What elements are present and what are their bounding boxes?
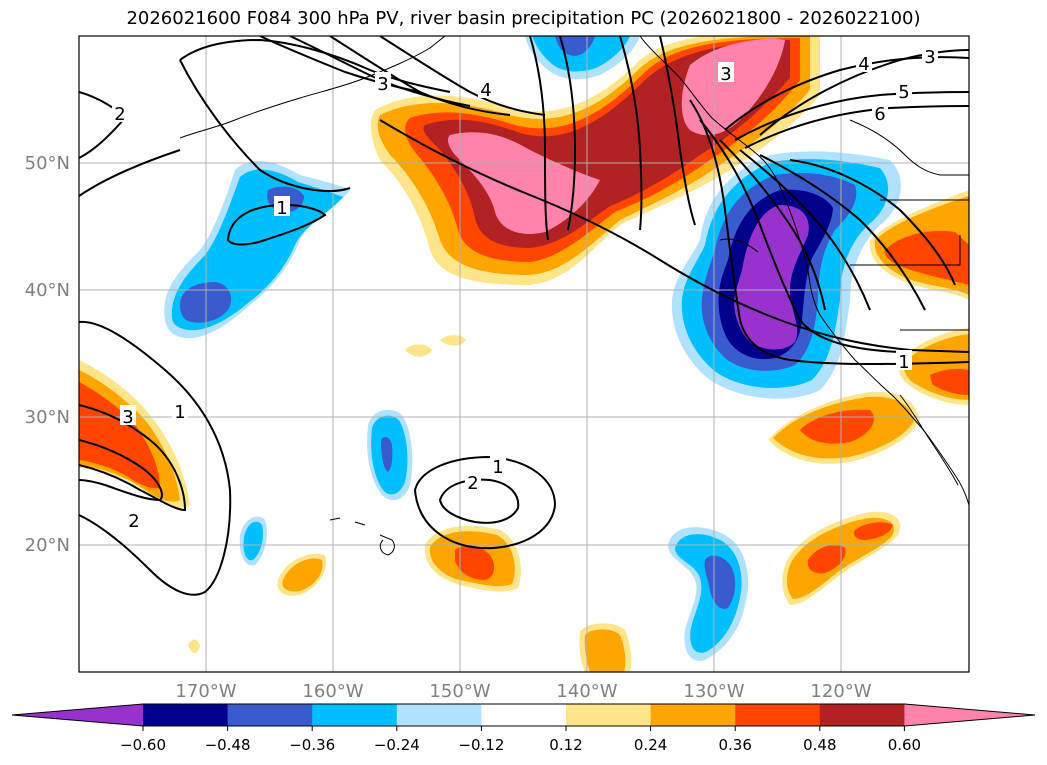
colorbar-segment: [143, 704, 229, 726]
colorbar-segment: [312, 704, 398, 726]
colorbar-segment: [396, 704, 482, 726]
colorbar-segment: [650, 704, 736, 726]
map-plot-area: 1 1 1 1 2 2 2 3 3 3 3 4 4 5: [79, 36, 969, 672]
colorbar-tick-label: −0.48: [205, 736, 251, 754]
positive-blob-baja: [768, 391, 920, 464]
colorbar-segment: [735, 704, 821, 726]
contour-label: 4: [480, 80, 491, 101]
colorbar-extend-min: [12, 704, 143, 726]
lon-label: 130°W: [683, 681, 744, 702]
negative-blob-southeast: [668, 527, 749, 661]
lon-label: 170°W: [175, 681, 236, 702]
contour-label: 1: [276, 198, 287, 219]
contour-label: 1: [898, 352, 909, 373]
contour-label: 2: [467, 473, 478, 494]
negative-blob-hawaii: [367, 409, 413, 501]
positive-blob-west: [79, 360, 190, 508]
contour-label: 3: [377, 74, 388, 95]
lon-label: 140°W: [556, 681, 617, 702]
contour-label: 2: [114, 104, 125, 125]
colorbar: −0.60 −0.48 −0.36 −0.24 −0.12 0.12 0.24 0.36 0.4…: [11, 703, 1036, 754]
lon-label: 120°W: [810, 681, 871, 702]
positive-band-north-pacific: [370, 36, 820, 285]
colorbar-segment: [819, 704, 905, 726]
contour-label: 2: [128, 511, 139, 532]
contour-label: 3: [924, 47, 935, 68]
contour-label: 4: [858, 54, 869, 75]
pv-contours: [79, 36, 969, 596]
colorbar-extend-max: [904, 704, 1035, 726]
colorbar-tick-label: −0.24: [374, 736, 420, 754]
colorbar-segment: [566, 704, 652, 726]
lon-label: 160°W: [302, 681, 363, 702]
colorbar-tick-label: −0.12: [458, 736, 504, 754]
longitude-labels: 170°W 160°W 150°W 140°W 130°W 120°W: [175, 681, 871, 702]
lat-label: 40°N: [25, 280, 70, 301]
map-frame: [78, 35, 970, 673]
latitude-labels: 50°N 40°N 30°N 20°N: [25, 153, 70, 556]
contour-label: 5: [898, 82, 909, 103]
negative-blob-california: [671, 151, 901, 399]
lon-label: 150°W: [429, 681, 490, 702]
negative-blob-north: [525, 36, 640, 80]
lat-label: 30°N: [25, 407, 70, 428]
colorbar-tick-label: −0.36: [289, 736, 335, 754]
colorbar-segment: [227, 704, 313, 726]
contour-label: 3: [122, 407, 133, 428]
colorbar-segment: [481, 704, 567, 726]
lat-label: 20°N: [25, 535, 70, 556]
contour-label: 1: [492, 457, 503, 478]
contour-labels: 1 1 1 1 2 2 2 3 3 3 3 4 4 5: [112, 45, 938, 532]
lat-label: 50°N: [25, 153, 70, 174]
negative-blob-small-west: [239, 516, 267, 566]
contour-label: 3: [720, 64, 731, 85]
contour-label: 1: [174, 402, 185, 423]
colorbar-tick-label: −0.60: [120, 736, 166, 754]
colorbar-tick-label: 0.48: [803, 736, 836, 754]
positive-blobs-small: [188, 335, 632, 672]
contour-label: 6: [874, 104, 885, 125]
colorbar-tick-label: 0.60: [888, 736, 921, 754]
coastlines: [179, 36, 969, 556]
colorbar-tick-label: 0.36: [718, 736, 751, 754]
colorbar-tick-label: 0.12: [549, 736, 582, 754]
chart-title: 2026021600 F084 300 hPa PV, river basin …: [126, 8, 921, 29]
colorbar-tick-label: 0.24: [634, 736, 667, 754]
